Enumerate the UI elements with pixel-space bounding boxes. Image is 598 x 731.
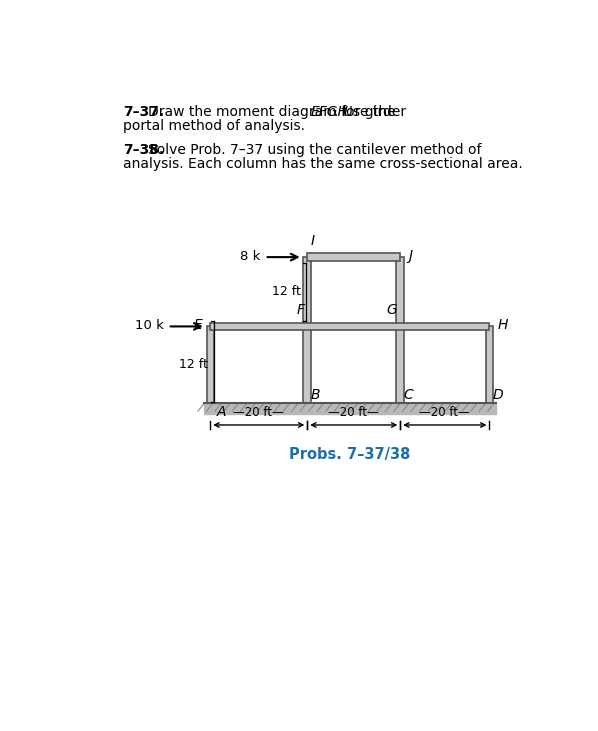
Polygon shape <box>307 253 400 261</box>
Text: 12 ft: 12 ft <box>179 358 208 371</box>
Text: D: D <box>493 388 503 402</box>
Text: I: I <box>310 234 315 248</box>
Text: A: A <box>216 405 226 419</box>
Text: Probs. 7–37/38: Probs. 7–37/38 <box>289 447 411 461</box>
Polygon shape <box>210 322 489 330</box>
Text: . Use the: . Use the <box>334 105 395 118</box>
Text: B: B <box>310 388 320 402</box>
Text: F: F <box>296 303 304 317</box>
Text: 8 k: 8 k <box>240 250 261 263</box>
Text: G: G <box>386 303 397 317</box>
Polygon shape <box>396 327 404 404</box>
Text: —20 ft—: —20 ft— <box>233 406 284 419</box>
Text: —20 ft—: —20 ft— <box>328 406 379 419</box>
Polygon shape <box>206 327 214 404</box>
Text: 7–37.: 7–37. <box>123 105 164 118</box>
Text: Solve Prob. 7–37 using the cantilever method of: Solve Prob. 7–37 using the cantilever me… <box>148 143 481 157</box>
Text: portal method of analysis.: portal method of analysis. <box>123 118 305 132</box>
Text: H: H <box>497 318 508 332</box>
Text: E: E <box>194 318 203 332</box>
Polygon shape <box>486 327 493 404</box>
Text: EFGH: EFGH <box>310 105 348 118</box>
Text: Draw the moment diagram for girder: Draw the moment diagram for girder <box>148 105 410 118</box>
Text: C: C <box>403 388 413 402</box>
Text: analysis. Each column has the same cross-sectional area.: analysis. Each column has the same cross… <box>123 157 523 171</box>
Polygon shape <box>303 327 311 404</box>
Polygon shape <box>303 257 311 327</box>
Text: 10 k: 10 k <box>135 319 164 332</box>
Text: J: J <box>408 249 412 262</box>
Text: —20 ft—: —20 ft— <box>419 406 470 419</box>
Polygon shape <box>396 257 404 327</box>
Text: 7–38.: 7–38. <box>123 143 164 157</box>
Text: 12 ft: 12 ft <box>272 285 301 298</box>
